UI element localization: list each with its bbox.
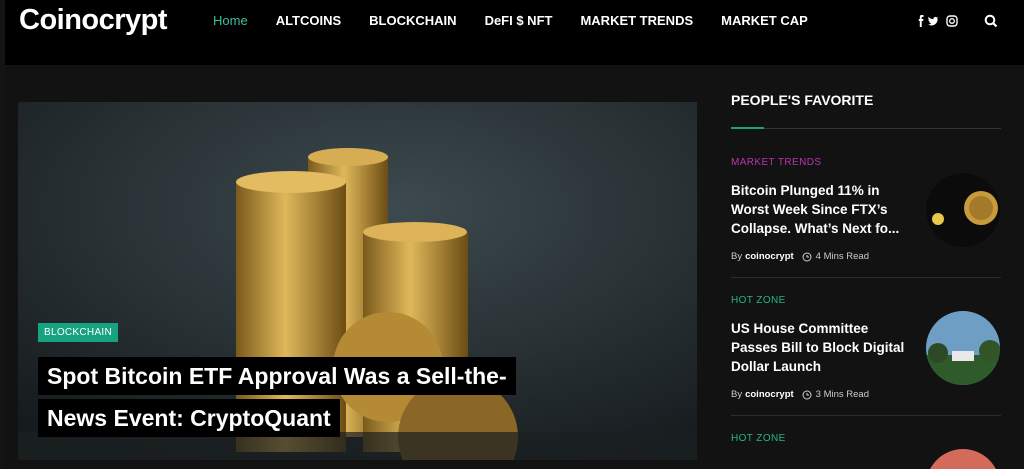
post-thumbnail[interactable] [926, 173, 1000, 247]
post-title[interactable]: US House Committee Passes Bill to Block … [731, 321, 905, 374]
hero-title-text[interactable]: Spot Bitcoin ETF Approval Was a Sell-the… [38, 357, 516, 437]
post-thumbnail[interactable] [926, 311, 1000, 385]
top-bar: Coinocrypt Home ALTCOINS BLOCKCHAIN DeFI… [5, 0, 1024, 65]
post-by: By [731, 251, 743, 262]
post-meta: By coinocrypt 3 Mins Read [731, 389, 869, 400]
heading-underline [731, 127, 1001, 129]
search-icon-handle [992, 22, 998, 28]
main-nav: Home ALTCOINS BLOCKCHAIN DeFI $ NFT MARK… [213, 13, 808, 28]
category-badge[interactable]: BLOCKCHAIN [38, 323, 119, 342]
nav-link[interactable]: Home [213, 13, 248, 28]
sidebar-post: MARKET TRENDS Bitcoin Plunged 11% in Wor… [731, 157, 1001, 262]
twitter-icon[interactable] [927, 16, 939, 26]
coin-top [308, 148, 388, 166]
clock-icon [802, 390, 812, 399]
nav-link[interactable]: DeFI $ NFT [484, 13, 553, 28]
sidebar-post: HOT ZONE [731, 433, 1001, 469]
post-category[interactable]: MARKET TRENDS [731, 157, 822, 168]
nav-link[interactable]: ALTCOINS [275, 13, 342, 28]
hero-title[interactable]: Spot Bitcoin ETF Approval Was a Sell-the… [38, 355, 538, 439]
post-read-time: 4 Mins Read [815, 251, 869, 262]
coin-top [363, 222, 467, 242]
nav-link[interactable]: MARKET TRENDS [580, 13, 694, 28]
logo[interactable]: Coinocrypt [19, 4, 168, 36]
instagram-icon-lens [949, 18, 955, 24]
post-by: By [731, 389, 743, 400]
nav-link[interactable]: BLOCKCHAIN [369, 13, 457, 28]
post-author[interactable]: coinocrypt [745, 251, 794, 262]
facebook-icon[interactable] [918, 15, 924, 27]
post-category[interactable]: HOT ZONE [731, 295, 786, 306]
coin-top [236, 171, 346, 193]
frame: Coinocrypt Home ALTCOINS BLOCKCHAIN DeFI… [5, 0, 1024, 469]
separator [731, 277, 1001, 278]
instagram-icon[interactable] [946, 15, 958, 27]
post-thumbnail[interactable] [926, 449, 1000, 469]
sidebar-heading: PEOPLE'S FAVORITE [731, 92, 874, 108]
post-category[interactable]: HOT ZONE [731, 433, 786, 444]
post-author[interactable]: coinocrypt [745, 389, 794, 400]
post-meta: By coinocrypt 4 Mins Read [731, 251, 869, 262]
post-read-time: 3 Mins Read [815, 389, 869, 400]
clock-icon [802, 252, 812, 261]
hero-card[interactable]: BLOCKCHAIN Spot Bitcoin ETF Approval Was… [18, 102, 697, 460]
post-title[interactable]: Bitcoin Plunged 11% in Worst Week Since … [731, 183, 900, 236]
social-icons [918, 14, 998, 28]
nav-link[interactable]: MARKET CAP [721, 13, 808, 28]
sidebar-post: HOT ZONE US House Committee Passes Bill … [731, 295, 1001, 400]
search-icon[interactable] [984, 14, 996, 26]
separator [731, 415, 1001, 416]
